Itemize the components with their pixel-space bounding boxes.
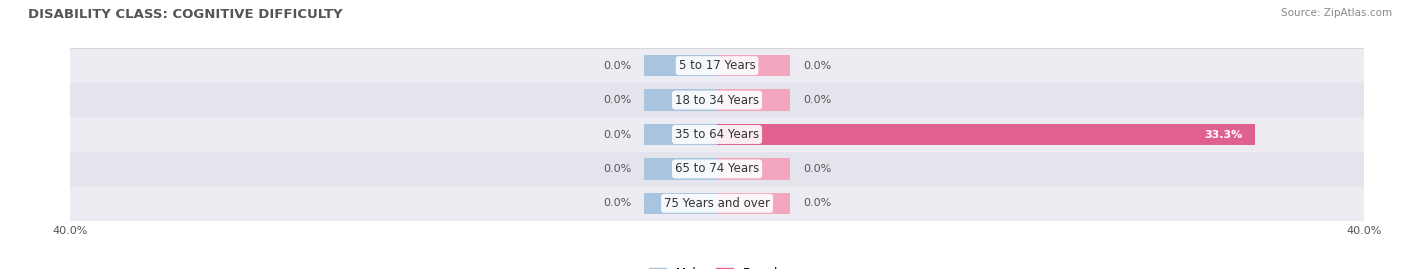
Bar xyxy=(717,193,790,214)
Text: 5 to 17 Years: 5 to 17 Years xyxy=(679,59,755,72)
Bar xyxy=(70,83,1364,117)
Bar xyxy=(70,186,1364,221)
Bar xyxy=(644,124,717,145)
Text: 75 Years and over: 75 Years and over xyxy=(664,197,770,210)
Text: 0.0%: 0.0% xyxy=(603,61,631,71)
Bar xyxy=(644,193,717,214)
Bar xyxy=(70,152,1364,186)
Bar xyxy=(717,124,1256,145)
Text: 0.0%: 0.0% xyxy=(803,198,831,208)
Bar xyxy=(717,55,790,76)
Bar xyxy=(70,117,1364,152)
Text: 0.0%: 0.0% xyxy=(603,95,631,105)
Text: DISABILITY CLASS: COGNITIVE DIFFICULTY: DISABILITY CLASS: COGNITIVE DIFFICULTY xyxy=(28,8,343,21)
Bar xyxy=(644,89,717,111)
Bar xyxy=(70,48,1364,83)
Text: 35 to 64 Years: 35 to 64 Years xyxy=(675,128,759,141)
Text: 0.0%: 0.0% xyxy=(603,164,631,174)
Bar xyxy=(717,89,790,111)
Text: 18 to 34 Years: 18 to 34 Years xyxy=(675,94,759,107)
Text: 65 to 74 Years: 65 to 74 Years xyxy=(675,162,759,175)
Text: 0.0%: 0.0% xyxy=(803,164,831,174)
Text: 0.0%: 0.0% xyxy=(803,95,831,105)
Text: 0.0%: 0.0% xyxy=(803,61,831,71)
Legend: Male, Female: Male, Female xyxy=(648,267,786,269)
Text: 0.0%: 0.0% xyxy=(603,129,631,140)
Bar xyxy=(644,55,717,76)
Text: Source: ZipAtlas.com: Source: ZipAtlas.com xyxy=(1281,8,1392,18)
Bar xyxy=(717,158,790,180)
Text: 33.3%: 33.3% xyxy=(1205,129,1243,140)
Bar xyxy=(644,158,717,180)
Text: 0.0%: 0.0% xyxy=(603,198,631,208)
